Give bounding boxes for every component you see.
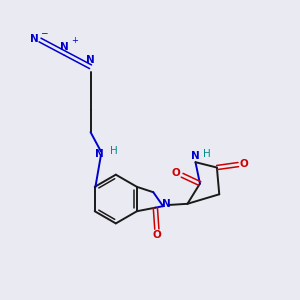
Text: N: N bbox=[190, 151, 199, 161]
Text: N: N bbox=[85, 55, 94, 65]
Text: +: + bbox=[71, 36, 78, 45]
Text: −: − bbox=[40, 28, 48, 37]
Text: O: O bbox=[152, 230, 161, 240]
Text: O: O bbox=[240, 159, 249, 169]
Text: N: N bbox=[60, 42, 69, 52]
Text: O: O bbox=[172, 169, 181, 178]
Text: N: N bbox=[95, 149, 104, 160]
Text: H: H bbox=[110, 146, 117, 157]
Text: N: N bbox=[30, 34, 39, 44]
Text: N: N bbox=[162, 199, 171, 209]
Text: H: H bbox=[203, 149, 211, 159]
